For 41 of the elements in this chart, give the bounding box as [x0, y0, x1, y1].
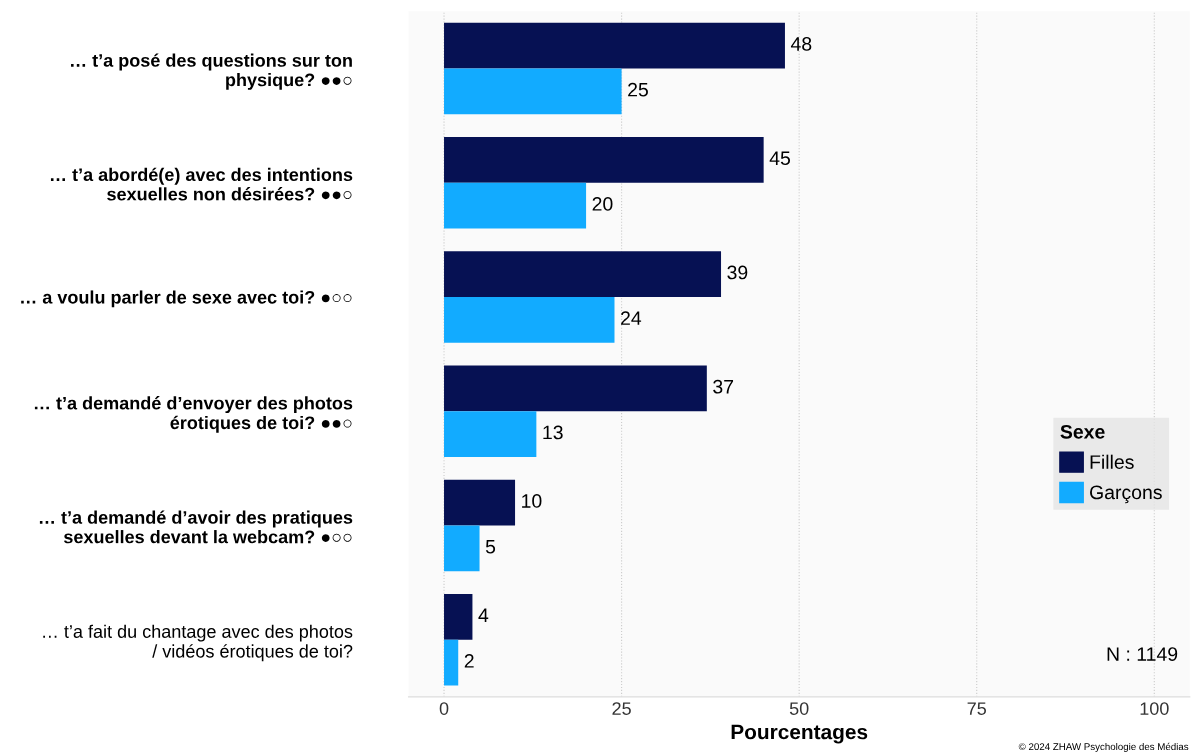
- bar: [444, 68, 622, 115]
- bar: [444, 365, 707, 412]
- bar: [444, 182, 587, 229]
- y-tick-label: … t’a posé des questions sur ton physique? ●●○: [71, 53, 352, 90]
- data-label: 25: [628, 82, 648, 97]
- legend-title: Sexe: [1060, 424, 1105, 439]
- annotation: N : 1149: [1107, 647, 1178, 661]
- data-label: 10: [522, 494, 542, 508]
- data-label: 20: [592, 197, 613, 211]
- x-tick-label: 75: [967, 702, 987, 715]
- x-tick-label: 0: [439, 702, 449, 715]
- data-label: 24: [621, 311, 642, 325]
- bar: [444, 251, 722, 297]
- data-label: 37: [713, 379, 734, 394]
- bar: [444, 137, 764, 183]
- x-axis-title: Pourcentages: [731, 724, 868, 744]
- data-label: 45: [769, 151, 791, 166]
- bar: [444, 525, 480, 572]
- legend-label: Filles: [1090, 454, 1134, 469]
- x-tick-label: 50: [789, 702, 809, 715]
- y-tick-label: … a voulu parler de sexe avec toi? ●○○: [21, 290, 352, 308]
- x-tick-label: 100: [1140, 702, 1169, 715]
- y-tick-label: … t’a demandé d’envoyer des photos érotiques de toi? ●●○: [34, 396, 353, 433]
- data-label: 2: [464, 654, 474, 668]
- bar: [444, 479, 516, 526]
- y-tick-label: … t’a demandé d’avoir des pratiques sexuelles devant la webcam? ●○○: [39, 510, 353, 544]
- x-tick-label: 25: [612, 702, 631, 715]
- y-tick-label: … t’a fait du chantage avec des photos / vidéos érotiques de toi?: [43, 624, 353, 662]
- bar: [444, 594, 473, 640]
- data-label: 13: [543, 425, 563, 440]
- bar: [444, 411, 537, 457]
- bar: [444, 296, 615, 343]
- data-label: 5: [485, 539, 496, 554]
- bar: [444, 22, 785, 69]
- data-label: 39: [727, 265, 748, 280]
- bar: [444, 639, 459, 686]
- data-label: 48: [790, 37, 812, 51]
- text: © 2024 ZHAW Psychologie des Médias: [1018, 742, 1189, 752]
- legend-label: Garçons: [1090, 485, 1162, 504]
- y-tick-label: … t’a abordé(e) avec des intentions sexuelles non désirées? ●●○: [50, 167, 353, 201]
- data-label: 4: [478, 608, 489, 622]
